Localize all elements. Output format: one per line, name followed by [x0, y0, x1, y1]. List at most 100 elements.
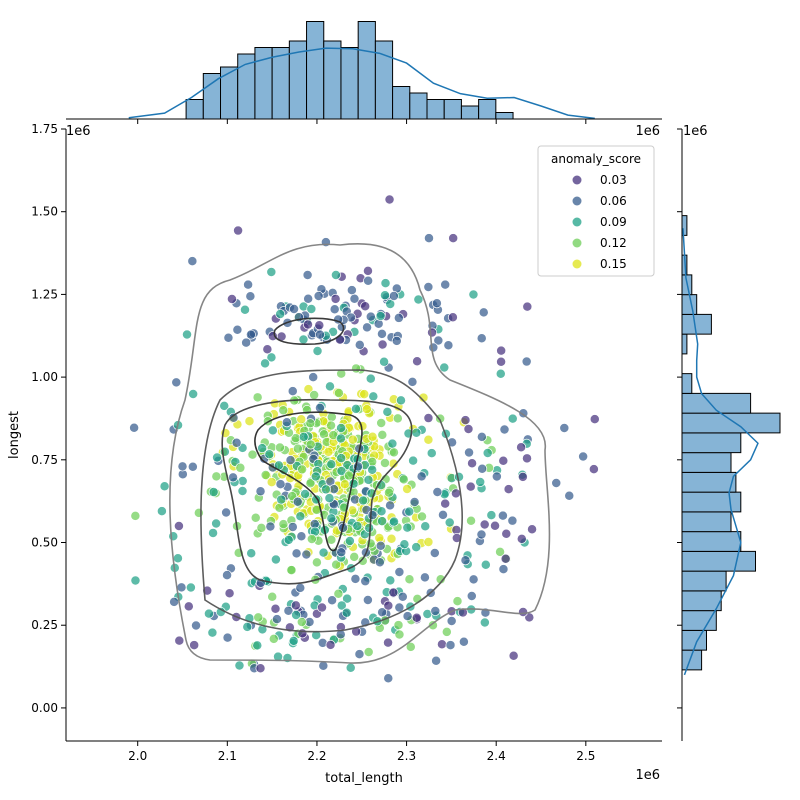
scatter-point: [351, 363, 362, 374]
scatter-point: [431, 298, 442, 309]
right-histogram-bar: [681, 531, 742, 552]
scatter-point: [559, 423, 570, 434]
scatter-point: [283, 605, 294, 616]
scatter-point: [477, 463, 488, 474]
scatter-point: [354, 339, 365, 350]
right-histogram-bar: [681, 412, 781, 434]
scatter-point: [426, 448, 437, 459]
scatter-point: [522, 453, 532, 464]
right-histogram-bar: [681, 313, 712, 335]
y-axis-label: longest: [7, 411, 22, 459]
scatter-point: [363, 474, 374, 485]
right-histogram-bar: [681, 610, 717, 631]
scatter-point: [185, 582, 196, 593]
scatter-point: [283, 534, 294, 545]
scatter-point: [588, 464, 599, 475]
scatter-point: [375, 311, 386, 321]
scatter-point: [311, 557, 322, 568]
scatter-point: [399, 539, 410, 550]
scatter-point: [432, 487, 443, 497]
scatter-point: [256, 522, 267, 533]
scatter-point: [443, 340, 454, 351]
scatter-point: [500, 553, 511, 564]
scatter-point: [313, 291, 324, 301]
top-histogram-bar: [306, 21, 325, 120]
scatter-point: [496, 345, 507, 356]
scatter-point: [274, 442, 285, 453]
scatter-point: [266, 267, 277, 278]
scatter-point: [169, 596, 180, 607]
top-histogram-bar: [323, 40, 342, 120]
scatter-point: [212, 452, 223, 463]
scatter-point: [288, 635, 299, 646]
legend-label: 0.06: [600, 194, 627, 208]
scatter-point: [408, 455, 419, 466]
top-histogram-bar: [357, 21, 376, 120]
scatter-point: [252, 392, 263, 403]
scatter-point: [301, 549, 312, 560]
scatter-point: [450, 488, 461, 499]
scatter-point: [388, 447, 399, 458]
scatter-point: [393, 312, 404, 323]
scatter-point: [551, 478, 562, 488]
scatter-point: [296, 414, 307, 425]
x-axis-ticks: 2.0 2.1 2.2 2.3 2.4 2.5: [128, 741, 595, 763]
scatter-point: [349, 551, 360, 562]
scatter-point: [478, 307, 489, 318]
scatter-point: [382, 406, 393, 417]
scatter-point: [441, 626, 452, 637]
right-histogram-bar: [681, 570, 727, 592]
scatter-point: [246, 548, 257, 559]
scatter-point: [329, 304, 340, 315]
marginal-ticks: [137, 119, 682, 709]
scatter-point: [394, 629, 405, 640]
scatter-point: [336, 368, 347, 379]
scatter-point: [507, 413, 518, 424]
scatter-point: [365, 311, 376, 322]
scatter-point: [407, 376, 418, 387]
scatter-point: [295, 511, 306, 522]
scatter-point: [385, 500, 396, 511]
scatter-point: [423, 282, 434, 292]
scatter-point: [260, 358, 271, 369]
y-offset-label: 1e6: [66, 124, 91, 139]
scatter-point: [285, 455, 296, 466]
scatter-point: [476, 333, 487, 344]
scatter-point: [253, 612, 264, 623]
kde-contour-line: [253, 411, 363, 552]
scatter-point: [480, 559, 491, 570]
scatter-point: [315, 402, 325, 413]
scatter-point: [376, 506, 387, 517]
scatter-point: [310, 471, 321, 482]
scatter-point: [326, 513, 337, 524]
right-histogram-bar: [681, 511, 732, 533]
scatter-point: [250, 512, 261, 523]
scatter-point: [445, 640, 456, 651]
x-tick-label: 2.3: [397, 749, 416, 763]
right-histogram-bar: [681, 590, 722, 612]
scatter-point: [418, 392, 429, 403]
legend-marker: [572, 217, 582, 227]
scatter-point: [267, 425, 278, 436]
scatter-point: [228, 472, 239, 483]
scatter-point: [333, 588, 344, 599]
legend-frame: [537, 145, 655, 277]
legend-marker: [572, 238, 582, 248]
scatter-point: [428, 342, 439, 353]
scatter-point: [516, 442, 527, 453]
y-tick-label: 1.00: [31, 370, 58, 384]
scatter-point: [208, 487, 219, 498]
scatter-point: [460, 415, 471, 426]
scatter-point: [270, 603, 281, 614]
right-histogram-bar: [681, 452, 732, 473]
scatter-point: [223, 332, 234, 343]
x-tick-label: 2.2: [307, 749, 326, 763]
scatter-point: [419, 572, 430, 583]
scatter-point: [306, 304, 317, 314]
scatter-point: [446, 616, 457, 626]
scatter-point: [130, 575, 141, 586]
scatter-point: [243, 279, 254, 290]
scatter-point: [423, 413, 434, 424]
scatter-point: [222, 632, 233, 643]
top-histogram-bar: [409, 92, 428, 120]
